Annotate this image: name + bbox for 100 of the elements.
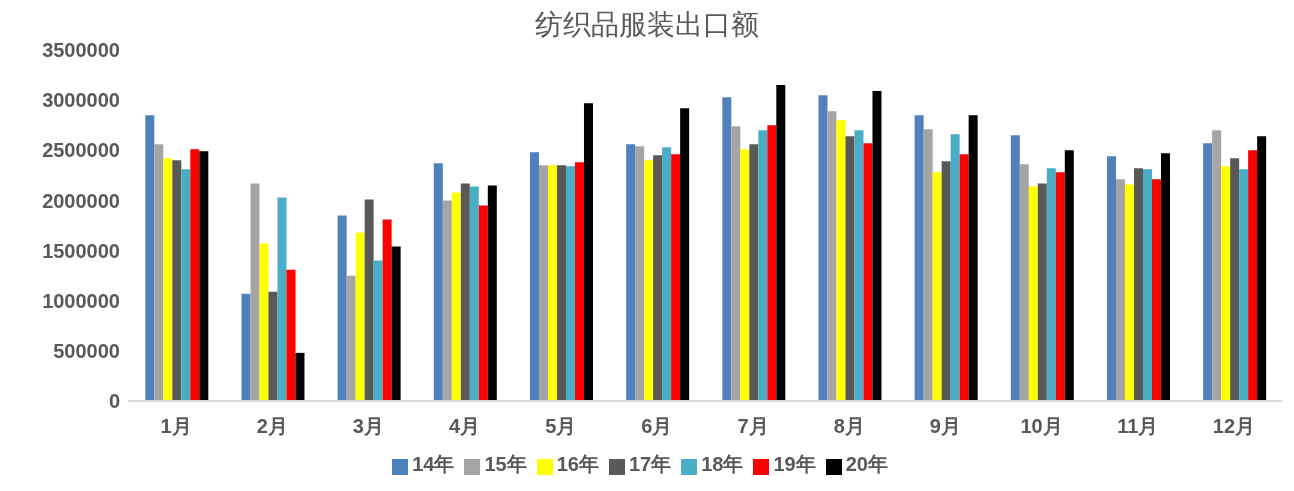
bar <box>259 243 269 401</box>
legend-label: 16年 <box>556 453 599 475</box>
chart-title: 纺织品服装出口额 <box>535 9 759 40</box>
bar <box>277 197 287 401</box>
bar <box>1257 136 1267 401</box>
bar <box>190 149 200 401</box>
y-tick-label: 500000 <box>53 339 120 362</box>
bar <box>1010 135 1020 401</box>
bar <box>863 143 873 401</box>
bar <box>776 85 786 401</box>
bar <box>1239 169 1249 401</box>
bar <box>1115 179 1125 401</box>
x-tick-label: 10月 <box>1020 415 1063 438</box>
bar <box>172 160 182 401</box>
bar <box>1106 156 1116 401</box>
x-tick-label: 5月 <box>545 415 577 438</box>
bar <box>547 165 557 401</box>
y-tick-label: 3000000 <box>42 89 120 112</box>
bar <box>932 172 942 401</box>
bar <box>872 91 882 401</box>
bar <box>758 130 768 401</box>
bar <box>671 154 681 401</box>
bar <box>346 275 356 401</box>
x-tick-label: 8月 <box>833 415 865 438</box>
bar <box>740 149 750 401</box>
bar <box>583 103 593 401</box>
bar <box>469 186 479 401</box>
bar <box>460 183 470 401</box>
x-tick-label: 3月 <box>352 415 384 438</box>
bar <box>644 160 654 401</box>
x-tick-label: 4月 <box>449 415 481 438</box>
bar <box>1151 179 1161 401</box>
bar <box>968 115 978 401</box>
bar <box>487 185 497 401</box>
bar <box>451 192 461 401</box>
bar <box>382 219 392 401</box>
bar <box>626 144 636 401</box>
bar <box>827 111 837 401</box>
bar <box>538 165 548 401</box>
bar <box>154 144 164 401</box>
bar <box>1124 184 1134 401</box>
bar <box>364 199 374 401</box>
bar <box>653 155 663 401</box>
bar <box>1064 150 1074 401</box>
bar <box>574 162 584 401</box>
bar <box>1221 166 1231 401</box>
bar <box>1019 164 1029 401</box>
legend-label: 19年 <box>773 453 816 475</box>
x-tick-label: 9月 <box>929 415 961 438</box>
bar <box>295 352 305 401</box>
bar <box>1133 168 1143 401</box>
bar <box>442 200 452 401</box>
bar <box>433 163 443 401</box>
bar <box>722 97 732 401</box>
bar <box>163 158 173 401</box>
bar <box>1248 150 1258 401</box>
bar <box>836 120 846 401</box>
bar <box>268 291 278 401</box>
x-tick-label: 12月 <box>1212 415 1256 438</box>
bar <box>1028 186 1038 401</box>
bar <box>1212 130 1222 401</box>
bar <box>914 115 924 401</box>
bar <box>181 169 191 401</box>
bar <box>818 95 828 401</box>
bar <box>1160 153 1170 401</box>
bar <box>250 183 260 401</box>
bar <box>145 115 155 401</box>
y-tick-label: 2000000 <box>42 189 120 212</box>
bar <box>749 144 759 401</box>
legend-label: 17年 <box>628 453 672 475</box>
bar <box>199 151 209 401</box>
bar <box>1055 172 1065 401</box>
y-tick-label: 2500000 <box>42 139 120 162</box>
bar <box>391 246 401 401</box>
bar <box>941 161 951 401</box>
bar <box>767 125 777 401</box>
bar <box>373 260 383 401</box>
y-tick-label: 1000000 <box>42 289 120 312</box>
bar <box>1046 168 1056 401</box>
legend-label: 20年 <box>845 453 888 475</box>
bar <box>286 269 296 401</box>
bar <box>680 108 690 401</box>
bar <box>1037 183 1047 401</box>
bar <box>731 126 741 401</box>
bar <box>478 205 488 401</box>
bar <box>950 134 960 401</box>
x-tick-label: 11月 <box>1117 415 1159 438</box>
bar <box>565 166 575 401</box>
bar <box>355 232 365 401</box>
bar <box>556 165 566 401</box>
bar <box>923 129 933 401</box>
bar <box>662 147 672 401</box>
x-tick-label: 2月 <box>256 415 288 438</box>
bar <box>529 152 539 401</box>
bar <box>337 215 347 401</box>
bar <box>959 154 969 401</box>
bar <box>845 136 855 401</box>
bar <box>854 130 864 401</box>
x-tick-label: 1月 <box>160 415 192 438</box>
legend-label: 15年 <box>484 453 527 475</box>
